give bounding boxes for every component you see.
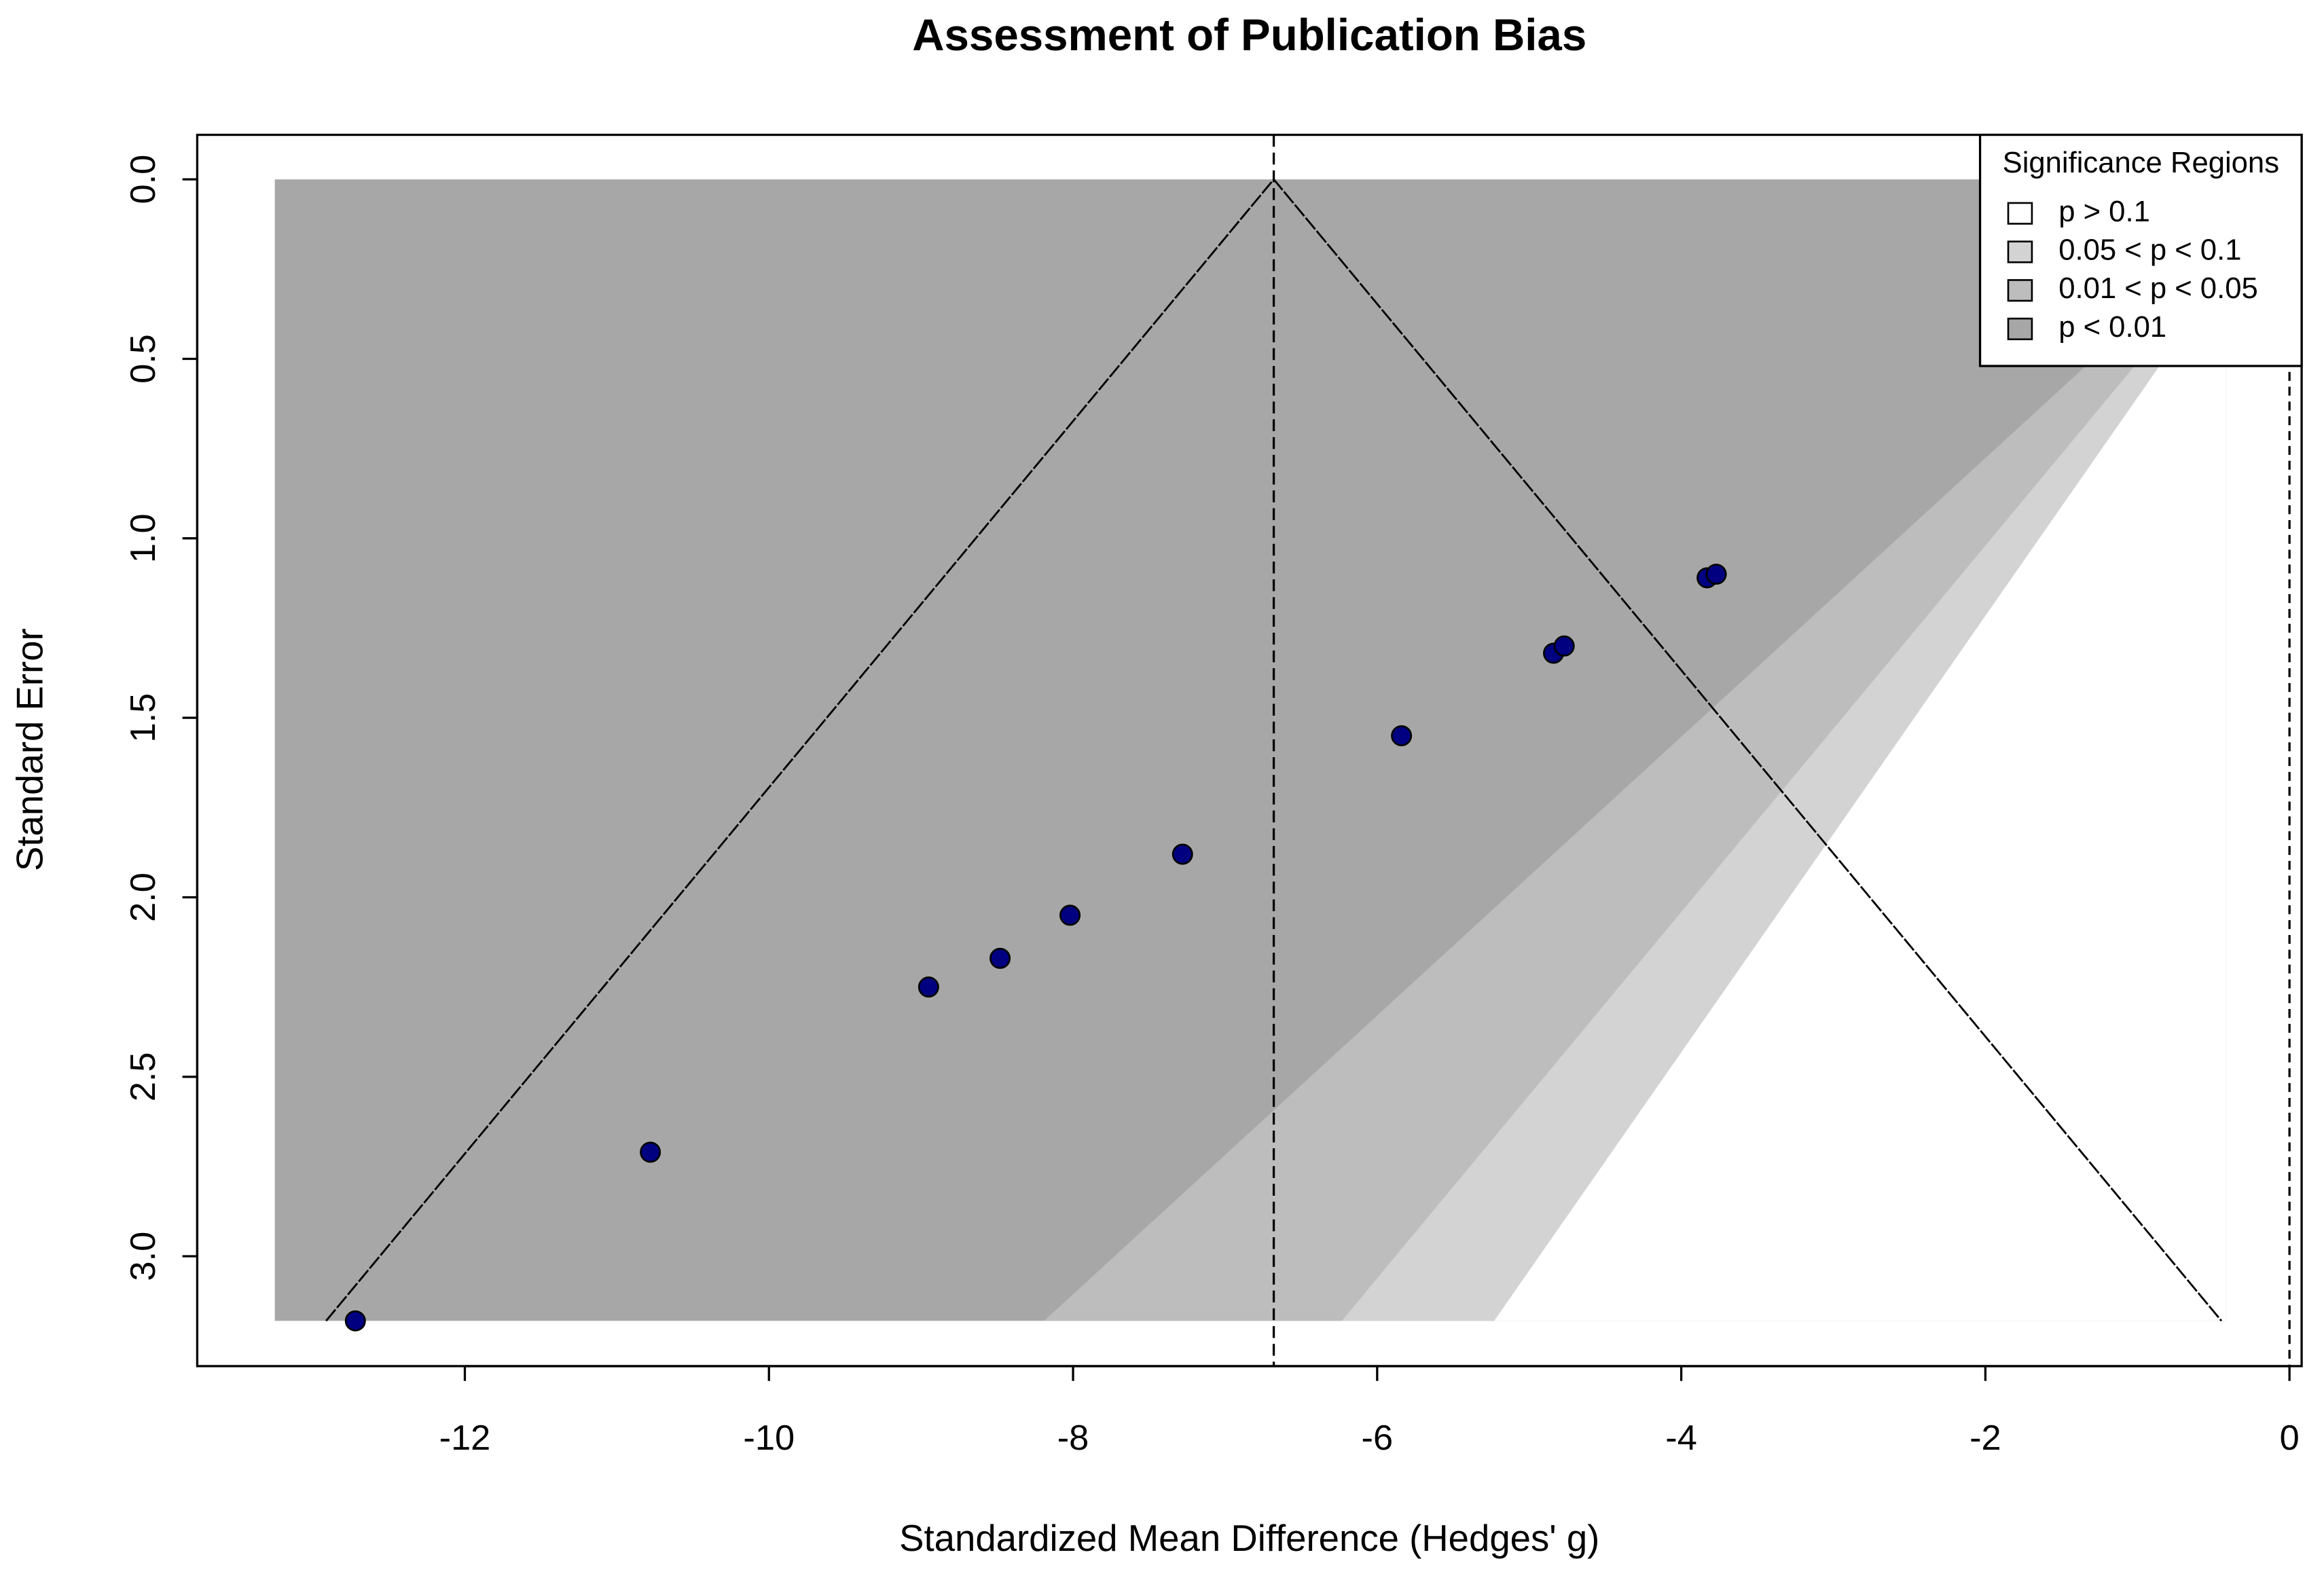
- legend-title: Significance Regions: [2003, 146, 2279, 179]
- x-tick-label: 0: [2280, 1418, 2300, 1458]
- x-tick-label: -10: [743, 1418, 795, 1458]
- x-axis-label: Standardized Mean Difference (Hedges' g): [899, 1518, 1599, 1559]
- legend-label: 0.05 < p < 0.1: [2058, 233, 2241, 266]
- y-axis-label: Standard Error: [10, 628, 51, 871]
- x-tick-label: -12: [439, 1418, 491, 1458]
- x-tick-label: -2: [1969, 1418, 2001, 1458]
- y-tick-label: 1.5: [124, 693, 163, 743]
- y-tick-label: 0.5: [124, 334, 163, 384]
- study-point: [1059, 904, 1081, 926]
- legend-swatch: [2007, 202, 2033, 225]
- study-point: [1705, 564, 1727, 585]
- legend-swatch: [2007, 240, 2033, 263]
- y-tick-label: 2.5: [124, 1052, 163, 1101]
- x-tick-label: -8: [1057, 1418, 1089, 1458]
- x-tick-label: -6: [1362, 1418, 1394, 1458]
- y-tick-label: 2.0: [124, 873, 163, 922]
- legend-label: 0.01 < p < 0.05: [2058, 272, 2258, 305]
- funnel-line: [325, 177, 2223, 1322]
- y-tick-label: 3.0: [124, 1232, 163, 1281]
- x-tick-label: -4: [1665, 1418, 1697, 1458]
- legend-box: [1978, 133, 2303, 367]
- study-point: [989, 947, 1011, 969]
- significance-regions: [274, 179, 2226, 1321]
- legend-label: p < 0.01: [2058, 310, 2166, 344]
- chart-title: Assessment of Publication Bias: [912, 10, 1586, 60]
- y-tick-label: 0.0: [124, 155, 163, 204]
- study-point: [1553, 635, 1575, 657]
- legend-swatch: [2007, 279, 2033, 302]
- legend-swatch: [2007, 317, 2033, 341]
- study-point: [344, 1310, 366, 1332]
- y-tick-label: 1.0: [124, 513, 163, 563]
- study-point: [1391, 725, 1413, 747]
- study-point: [1172, 843, 1193, 865]
- region: [1494, 271, 2226, 1321]
- study-point: [640, 1141, 661, 1163]
- study-point: [918, 976, 939, 998]
- legend-label: p > 0.1: [2058, 195, 2150, 228]
